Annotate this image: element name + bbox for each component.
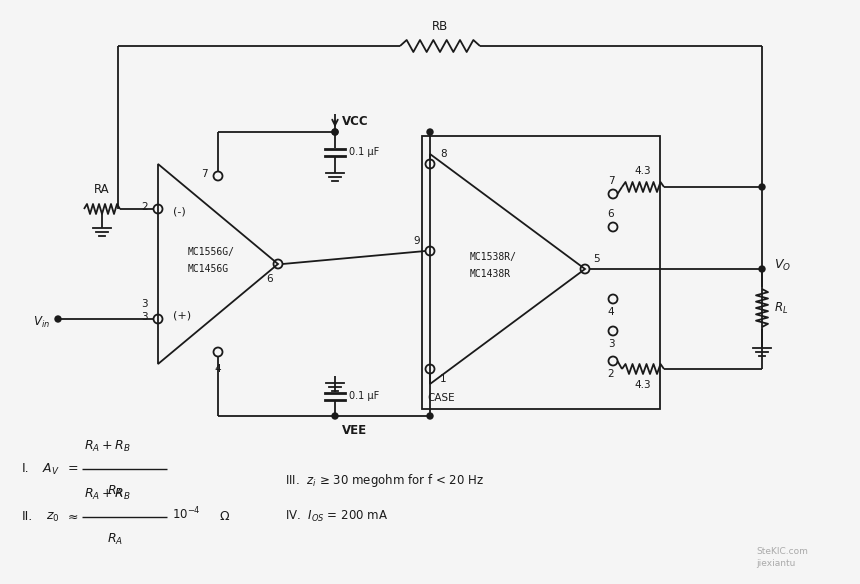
Text: 5: 5 (593, 254, 599, 264)
Text: 0.1 μF: 0.1 μF (349, 391, 379, 401)
Text: VCC: VCC (342, 115, 369, 128)
Text: $R_L$: $R_L$ (774, 300, 789, 315)
Text: 8: 8 (440, 149, 446, 159)
Text: 3: 3 (141, 312, 148, 322)
Text: 1: 1 (440, 374, 446, 384)
Text: MC1456G: MC1456G (188, 264, 229, 274)
Text: 2: 2 (141, 202, 148, 212)
Text: MC1438R: MC1438R (470, 269, 511, 279)
Text: MC1556G/: MC1556G/ (188, 247, 235, 257)
Text: II.: II. (22, 510, 34, 523)
Text: 2: 2 (608, 369, 614, 379)
Text: $V_{in}$: $V_{in}$ (33, 314, 50, 329)
Text: MC1538R/: MC1538R/ (470, 252, 517, 262)
Circle shape (332, 129, 338, 135)
Text: IV.  $I_{OS}$ = 200 mA: IV. $I_{OS}$ = 200 mA (285, 509, 388, 524)
Circle shape (332, 129, 338, 135)
Text: 4: 4 (608, 307, 614, 317)
Text: =: = (68, 463, 78, 475)
Circle shape (332, 413, 338, 419)
Text: III.  $z_i$ ≥ 30 megohm for f < 20 Hz: III. $z_i$ ≥ 30 megohm for f < 20 Hz (285, 472, 484, 489)
Text: $R_A$: $R_A$ (107, 484, 123, 499)
Text: 4.3: 4.3 (635, 166, 651, 176)
Circle shape (759, 184, 765, 190)
Text: $R_A + R_B$: $R_A + R_B$ (84, 487, 131, 502)
Text: RB: RB (432, 20, 448, 33)
Text: 3: 3 (608, 339, 614, 349)
Text: VEE: VEE (342, 424, 367, 437)
Text: 6: 6 (608, 209, 614, 219)
Text: 9: 9 (414, 236, 420, 246)
Text: 6: 6 (267, 274, 273, 284)
Text: 7: 7 (608, 176, 614, 186)
Circle shape (759, 266, 765, 272)
Text: $A_V$: $A_V$ (42, 461, 59, 477)
Text: SteKIC.com: SteKIC.com (756, 547, 808, 556)
Text: $z_0$: $z_0$ (46, 510, 59, 523)
Circle shape (427, 129, 433, 135)
Text: (-): (-) (173, 207, 186, 217)
Text: 0.1 μF: 0.1 μF (349, 147, 379, 157)
Text: CASE: CASE (427, 393, 455, 403)
Text: $10^{-4}$: $10^{-4}$ (172, 506, 200, 522)
Text: 7: 7 (201, 169, 208, 179)
Text: jiexiantu: jiexiantu (756, 559, 796, 568)
Circle shape (55, 316, 61, 322)
Text: RA: RA (95, 183, 110, 196)
Text: ≈: ≈ (68, 510, 78, 523)
Text: 4: 4 (215, 364, 221, 374)
Bar (422, 136, 660, 409)
Text: I.: I. (22, 463, 29, 475)
Text: $V_O$: $V_O$ (774, 258, 791, 273)
Text: 3: 3 (141, 299, 148, 309)
Circle shape (427, 413, 433, 419)
Text: $R_A + R_B$: $R_A + R_B$ (84, 439, 131, 454)
Text: (+): (+) (173, 311, 191, 321)
Text: Ω: Ω (219, 510, 229, 523)
Text: $R_A$: $R_A$ (107, 532, 123, 547)
Text: 4.3: 4.3 (635, 380, 651, 390)
